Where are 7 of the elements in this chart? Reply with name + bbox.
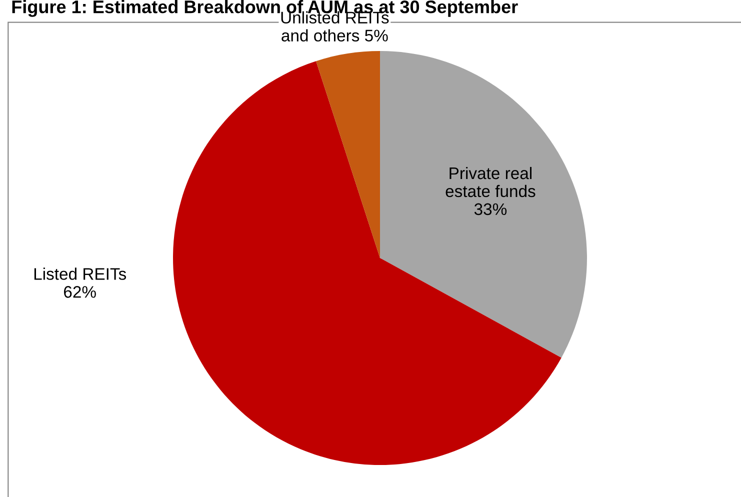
pie-slice (173, 61, 562, 465)
pie-slice (316, 51, 380, 258)
data-label: 33% (474, 203, 507, 216)
slice-label: Listed REITs (34, 268, 126, 280)
pie-slice (380, 51, 587, 358)
slice-label: Private real estate funds (446, 166, 536, 198)
data-label: 62% (64, 286, 96, 298)
